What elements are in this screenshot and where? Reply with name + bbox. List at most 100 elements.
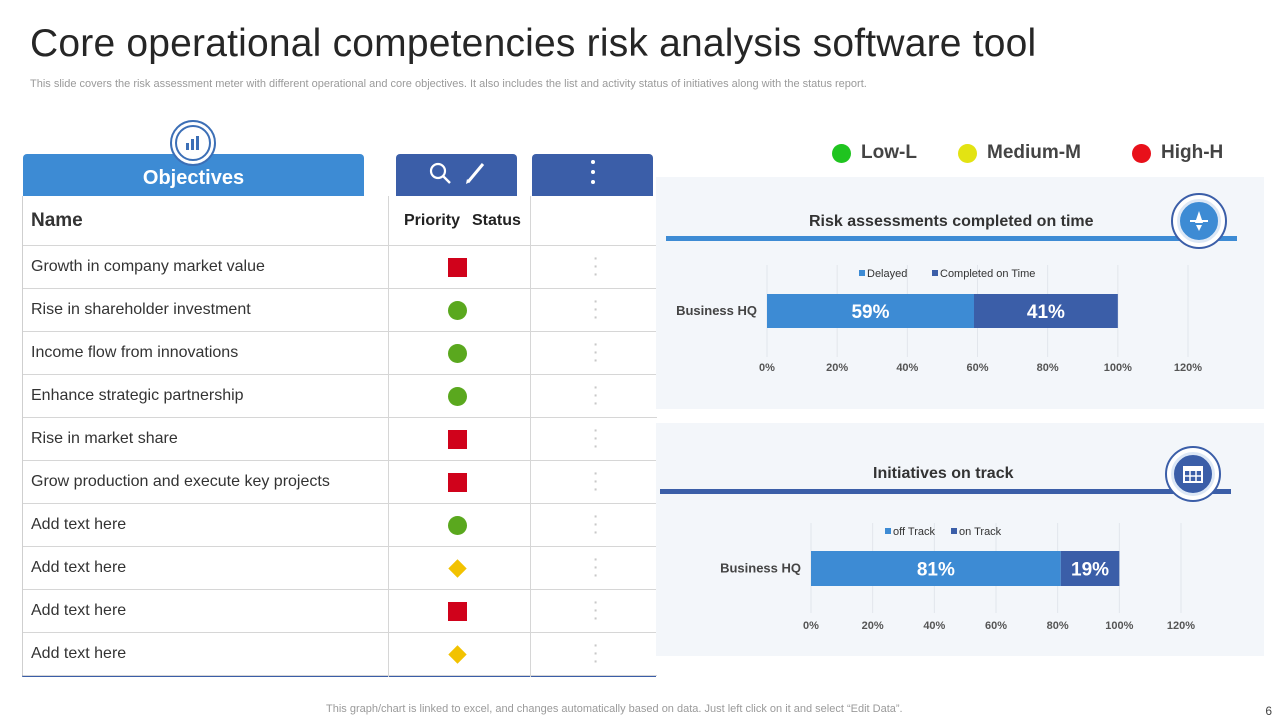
row-menu-icon[interactable]: · · · xyxy=(593,336,599,368)
row-label: Income flow from innovations xyxy=(31,344,239,361)
priority-medium-diamond-icon xyxy=(448,645,467,664)
chart2-svg: 0% 20% 40% 60% 80% 100% 120% off Track on Track B… xyxy=(720,523,1195,632)
header-priority: Priority xyxy=(404,212,461,229)
data-label: 19% xyxy=(1071,560,1109,581)
legend-high-label: High-H xyxy=(1161,142,1224,163)
x-tick-label: 0% xyxy=(759,362,775,374)
row-menu-icon[interactable]: · · · xyxy=(593,508,599,540)
row-label: Rise in shareholder investment xyxy=(31,301,251,318)
x-tick-label: 100% xyxy=(1104,362,1132,374)
tab-more[interactable] xyxy=(532,154,653,196)
legend-label: on Track xyxy=(959,526,1002,538)
bar-segment xyxy=(767,294,974,328)
calendar-emblem-icon xyxy=(1165,446,1221,502)
data-label: 59% xyxy=(851,302,889,323)
chart2-title-bar xyxy=(660,489,1231,494)
priority-low-circle-icon xyxy=(448,387,467,406)
x-tick-label: 40% xyxy=(896,362,918,374)
priority-medium-diamond-icon xyxy=(448,559,467,578)
risk-assessment-panel: Risk assessments completed on time 0% 20%… xyxy=(656,177,1264,409)
row-menu-icon[interactable]: · · · xyxy=(593,250,599,282)
row-menu-icon[interactable]: · · · xyxy=(593,551,599,583)
row-menu-icon[interactable]: · · · xyxy=(593,293,599,325)
bar-segment xyxy=(973,294,1118,328)
page-subtitle: This slide covers the risk assessment me… xyxy=(30,78,867,90)
table-header-row: Name Priority Status xyxy=(23,196,657,246)
page-number: 6 xyxy=(1265,704,1272,718)
table-row: Income flow from innovations · · · xyxy=(23,332,657,375)
row-label: Growth in company market value xyxy=(31,258,265,275)
x-tick-label: 120% xyxy=(1167,620,1195,632)
row-menu-icon[interactable]: · · · xyxy=(593,465,599,497)
initiatives-panel: Initiatives on track 0% 20% 40% 60% 80% 100% 1… xyxy=(656,423,1264,656)
row-menu-icon[interactable]: · · · xyxy=(593,594,599,626)
yellow-dot-icon xyxy=(958,143,977,163)
data-label: 41% xyxy=(1027,302,1065,323)
x-tick-label: 80% xyxy=(1047,620,1069,632)
x-tick-label: 0% xyxy=(803,620,819,632)
priority-high-square-icon xyxy=(448,602,467,621)
rocket-emblem-icon xyxy=(1171,193,1227,249)
priority-high-square-icon xyxy=(448,258,467,277)
row-label: Enhance strategic partnership xyxy=(31,387,244,404)
row-label: Add text here xyxy=(31,516,127,533)
legend-label: Delayed xyxy=(867,268,907,280)
row-label: Add text here xyxy=(31,559,127,576)
x-tick-label: 120% xyxy=(1174,362,1202,374)
row-label: Add text here xyxy=(31,645,127,662)
page-title: Core operational competencies risk analy… xyxy=(30,22,1037,65)
table-row: Add text here · · · xyxy=(23,547,657,590)
objectives-badge-icon xyxy=(170,120,216,166)
priority-low-circle-icon xyxy=(448,344,467,363)
table-row: Enhance strategic partnership · · · xyxy=(23,375,657,418)
row-menu-icon[interactable]: · · · xyxy=(593,422,599,454)
chart1-title: Risk assessments completed on time xyxy=(809,213,1094,230)
legend-low: Low-L xyxy=(832,141,917,165)
table-row: Add text here · · · xyxy=(23,504,657,547)
row-menu-icon[interactable]: · · · xyxy=(593,379,599,411)
x-tick-label: 60% xyxy=(966,362,988,374)
column-divider xyxy=(388,196,389,677)
header-name: Name xyxy=(31,210,83,231)
row-label: Add text here xyxy=(31,602,127,619)
row-menu-icon[interactable]: · · · xyxy=(593,637,599,669)
table-row: Rise in market share · · · xyxy=(23,418,657,461)
row-label: Rise in market share xyxy=(31,430,178,447)
legend-swatch xyxy=(932,270,938,276)
x-tick-label: 20% xyxy=(826,362,848,374)
x-tick-label: 80% xyxy=(1037,362,1059,374)
red-dot-icon xyxy=(1132,143,1151,163)
legend-swatch xyxy=(885,528,891,534)
legend-low-label: Low-L xyxy=(861,142,917,163)
legend-swatch xyxy=(859,270,865,276)
priority-high-square-icon xyxy=(448,430,467,449)
search-icon[interactable] xyxy=(428,161,452,190)
header-status: Status xyxy=(472,212,521,229)
legend-medium-label: Medium-M xyxy=(987,142,1081,163)
legend-swatch xyxy=(951,528,957,534)
green-dot-icon xyxy=(832,143,851,163)
x-tick-label: 100% xyxy=(1105,620,1133,632)
chart1-svg: 0% 20% 40% 60% 80% 100% 120% Delayed Completed o… xyxy=(676,265,1202,374)
category-label: Business HQ xyxy=(676,303,757,318)
chart1-title-bar xyxy=(666,236,1237,241)
legend-label: Completed on Time xyxy=(940,268,1035,280)
vertical-dots-icon[interactable] xyxy=(590,159,596,192)
legend-medium: Medium-M xyxy=(958,141,1081,165)
bar-segment xyxy=(1060,551,1120,586)
pencil-icon[interactable] xyxy=(464,161,486,190)
category-label: Business HQ xyxy=(720,561,801,576)
priority-high-square-icon xyxy=(448,473,467,492)
footer-note: This graph/chart is linked to excel, and… xyxy=(326,703,903,715)
table-row: Grow production and execute key projects… xyxy=(23,461,657,504)
legend-high: High-H xyxy=(1132,141,1223,165)
x-tick-label: 20% xyxy=(862,620,884,632)
x-tick-label: 40% xyxy=(923,620,945,632)
data-label: 81% xyxy=(917,560,955,581)
column-divider xyxy=(530,196,531,677)
objectives-table: Name Priority Status Growth in company m… xyxy=(22,196,657,677)
priority-low-circle-icon xyxy=(448,301,467,320)
table-row: Add text here · · · xyxy=(23,633,657,676)
tab-tools[interactable] xyxy=(396,154,517,196)
table-row: Add text here · · · xyxy=(23,590,657,633)
